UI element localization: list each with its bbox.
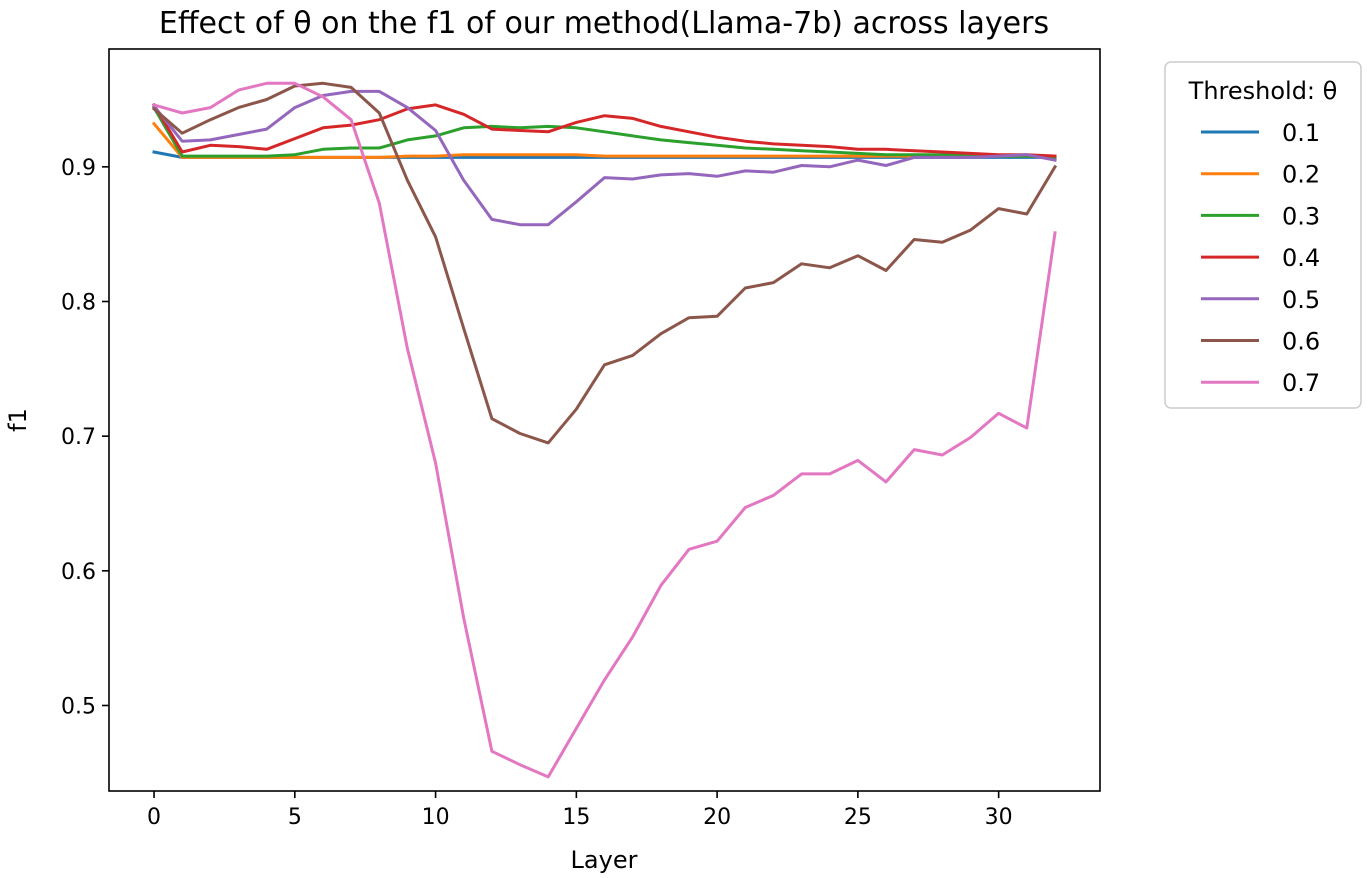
x-tick-label: 10	[422, 805, 450, 830]
y-axis-label: f1	[4, 408, 32, 432]
x-tick-label: 25	[844, 805, 872, 830]
series-line-0.5	[151, 89, 1057, 227]
legend-label-0.6: 0.6	[1282, 328, 1320, 356]
y-tick-label: 0.8	[61, 290, 96, 315]
x-tick-label: 0	[147, 805, 161, 830]
plot-frame	[108, 48, 1101, 792]
x-tick-label: 5	[288, 805, 302, 830]
legend: Threshold: θ 0.1 0.2 0.3 0.4 0.5 0.6 0.7	[1164, 61, 1362, 409]
legend-frame	[1164, 61, 1362, 409]
legend-label-0.2: 0.2	[1282, 161, 1320, 189]
x-axis-label: Layer	[571, 846, 638, 874]
legend-label-0.5: 0.5	[1282, 286, 1320, 314]
y-tick-label: 0.5	[61, 694, 96, 719]
series-layer	[151, 81, 1058, 779]
y-tick-label: 0.9	[61, 156, 96, 181]
legend-title: Threshold: θ	[1188, 77, 1338, 105]
series-line-0.6	[151, 81, 1058, 445]
legend-items: 0.1 0.2 0.3 0.4 0.5 0.6 0.7	[1201, 119, 1320, 397]
legend-label-0.1: 0.1	[1282, 119, 1320, 147]
chart-title: Effect of θ on the f1 of our method(Llam…	[159, 6, 1049, 41]
y-tick-label: 0.6	[61, 560, 96, 585]
series-line-0.4	[151, 102, 1057, 158]
ticks-layer: 0 5 10 15 20 25 30 0.5 0.6 0.7 0.8 0.9	[61, 156, 1013, 830]
x-tick-label: 20	[703, 805, 731, 830]
legend-label-0.4: 0.4	[1282, 244, 1320, 272]
legend-label-0.7: 0.7	[1282, 369, 1320, 397]
x-tick-label: 30	[985, 805, 1013, 830]
legend-label-0.3: 0.3	[1282, 202, 1320, 230]
series-line-0.7	[152, 81, 1057, 779]
x-tick-label: 15	[562, 805, 590, 830]
y-tick-label: 0.7	[61, 425, 96, 450]
series-line-0.3	[151, 105, 1057, 159]
